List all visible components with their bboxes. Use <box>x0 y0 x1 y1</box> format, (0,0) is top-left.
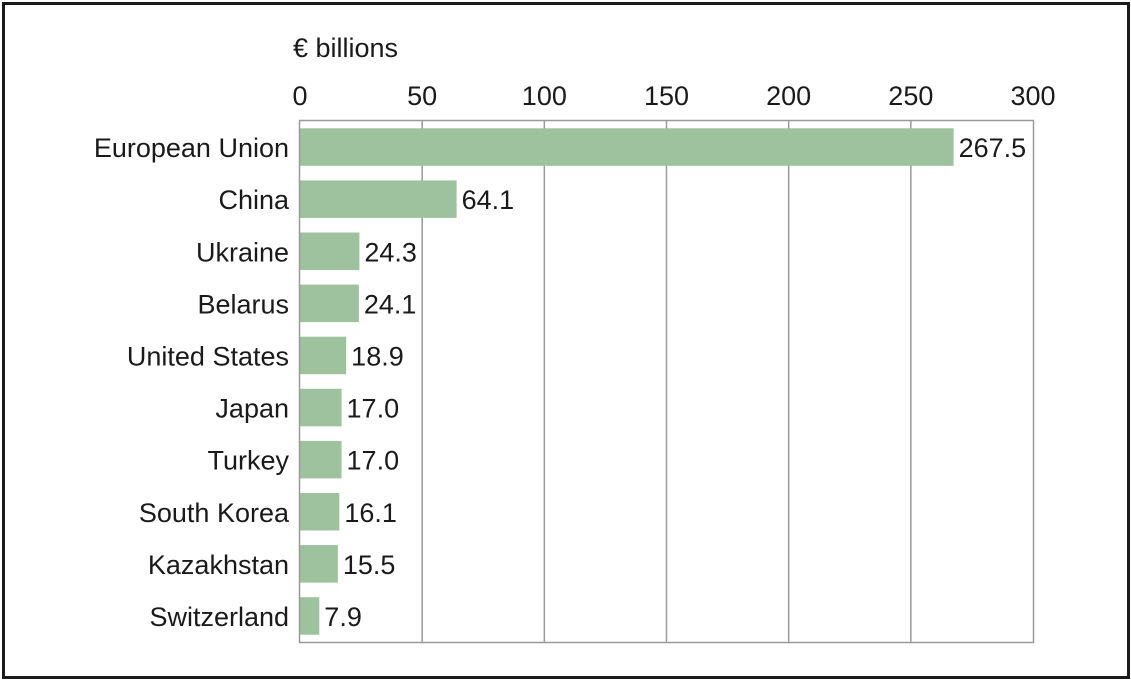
bar <box>300 440 342 479</box>
category-label: Turkey <box>207 446 289 476</box>
data-label: 267.5 <box>959 133 1027 163</box>
category-label: South Korea <box>139 498 290 528</box>
category-label: Kazakhstan <box>148 550 289 580</box>
category-label: United States <box>127 341 289 371</box>
data-label: 64.1 <box>462 185 515 215</box>
data-label: 17.0 <box>347 446 400 476</box>
data-label: 24.3 <box>364 237 417 267</box>
bar <box>300 388 342 427</box>
x-tick-labels: 0 50 100 150 200 250 300 <box>292 81 1055 111</box>
bar <box>300 284 359 323</box>
bar <box>300 492 340 531</box>
bar <box>300 597 320 635</box>
x-tick-label: 50 <box>407 81 437 111</box>
data-label: 7.9 <box>324 602 362 632</box>
category-label: China <box>218 185 290 215</box>
bar <box>300 128 954 166</box>
category-label: Ukraine <box>196 237 289 267</box>
data-labels: 267.5 64.1 24.3 24.1 18.9 17.0 17.0 16.1 15.5 7.9 <box>324 133 1026 632</box>
x-tick-label: 300 <box>1010 81 1055 111</box>
bar <box>300 336 347 375</box>
x-tick-label: 100 <box>522 81 567 111</box>
category-label: Switzerland <box>149 602 289 632</box>
x-tick-label: 200 <box>766 81 811 111</box>
category-label: Japan <box>215 394 289 424</box>
x-tick-label: 150 <box>644 81 689 111</box>
category-label: Belarus <box>197 289 289 319</box>
unit-label: € billions <box>293 33 398 63</box>
bar <box>300 545 338 583</box>
bar <box>300 232 360 271</box>
x-tick-label: 250 <box>888 81 933 111</box>
data-label: 16.1 <box>344 498 397 528</box>
data-label: 17.0 <box>347 394 400 424</box>
plot-border <box>298 119 1035 644</box>
bar <box>300 180 457 218</box>
x-tick-label: 0 <box>292 81 307 111</box>
category-label: European Union <box>94 133 289 163</box>
data-label: 18.9 <box>351 341 404 371</box>
data-label: 15.5 <box>343 550 396 580</box>
data-label: 24.1 <box>364 289 417 319</box>
category-labels: European Union China Ukraine Belarus United … <box>94 133 290 632</box>
bars <box>300 128 954 635</box>
